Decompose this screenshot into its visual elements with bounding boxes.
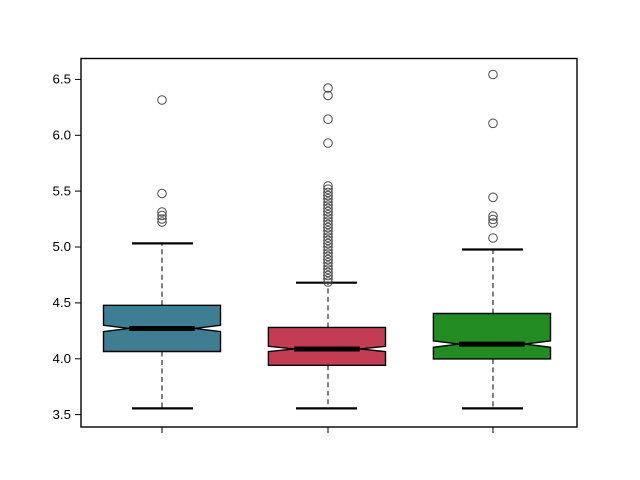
svg-text:4.5: 4.5 [53, 295, 72, 310]
svg-text:3.5: 3.5 [53, 407, 72, 422]
svg-text:6.0: 6.0 [53, 128, 72, 143]
svg-text:5.0: 5.0 [53, 239, 72, 254]
svg-text:4.0: 4.0 [53, 351, 72, 366]
svg-text:5.5: 5.5 [53, 183, 72, 198]
svg-text:6.5: 6.5 [53, 72, 72, 87]
